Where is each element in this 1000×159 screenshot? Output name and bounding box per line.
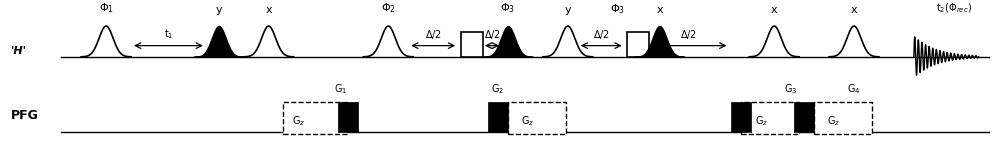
Text: $\Phi_2$: $\Phi_2$: [381, 1, 396, 15]
Text: y: y: [564, 5, 571, 15]
Bar: [627, 32, 649, 57]
Text: y: y: [215, 5, 222, 15]
Text: x: x: [265, 5, 272, 15]
Text: G$_2$: G$_2$: [491, 82, 505, 96]
Bar: [508, 102, 566, 134]
Text: G$_z$: G$_z$: [521, 114, 535, 128]
Text: G$_3$: G$_3$: [784, 82, 798, 96]
Text: t$_1$: t$_1$: [164, 28, 174, 41]
Bar: [731, 102, 751, 132]
Text: 'H': 'H': [11, 46, 27, 56]
Bar: [338, 102, 358, 132]
Bar: [794, 102, 814, 132]
Text: x: x: [851, 5, 857, 15]
Text: $\Delta$/2: $\Delta$/2: [425, 28, 442, 41]
Text: x: x: [656, 5, 663, 15]
Text: G$_z$: G$_z$: [755, 114, 768, 128]
Text: G$_z$: G$_z$: [827, 114, 841, 128]
Text: $\Delta$/2: $\Delta$/2: [484, 28, 500, 41]
Text: $\Delta$/2: $\Delta$/2: [593, 28, 610, 41]
Text: t$_2$($\Phi_{rec}$): t$_2$($\Phi_{rec}$): [936, 1, 972, 15]
Text: G$_1$: G$_1$: [334, 82, 347, 96]
Bar: [461, 32, 483, 57]
Text: $\Phi_3$: $\Phi_3$: [500, 1, 516, 15]
Text: PFG: PFG: [11, 109, 39, 122]
Bar: [814, 102, 872, 134]
Text: $\Phi_3$: $\Phi_3$: [610, 2, 625, 16]
Bar: [283, 102, 347, 134]
Bar: [488, 102, 508, 132]
Text: $\Delta$/2: $\Delta$/2: [680, 28, 697, 41]
Text: G$_z$: G$_z$: [292, 114, 305, 128]
Text: $\Phi_1$: $\Phi_1$: [99, 1, 114, 15]
Text: x: x: [771, 5, 778, 15]
Bar: [741, 102, 799, 134]
Text: G$_4$: G$_4$: [847, 82, 861, 96]
